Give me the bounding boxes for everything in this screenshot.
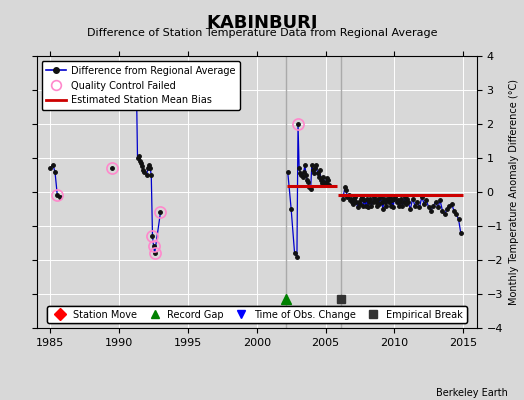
Legend: Station Move, Record Gap, Time of Obs. Change, Empirical Break: Station Move, Record Gap, Time of Obs. C… (47, 306, 467, 324)
Text: Difference of Station Temperature Data from Regional Average: Difference of Station Temperature Data f… (87, 28, 437, 38)
Y-axis label: Monthly Temperature Anomaly Difference (°C): Monthly Temperature Anomaly Difference (… (509, 79, 519, 305)
Text: KABINBURI: KABINBURI (206, 14, 318, 32)
Text: Berkeley Earth: Berkeley Earth (436, 388, 508, 398)
